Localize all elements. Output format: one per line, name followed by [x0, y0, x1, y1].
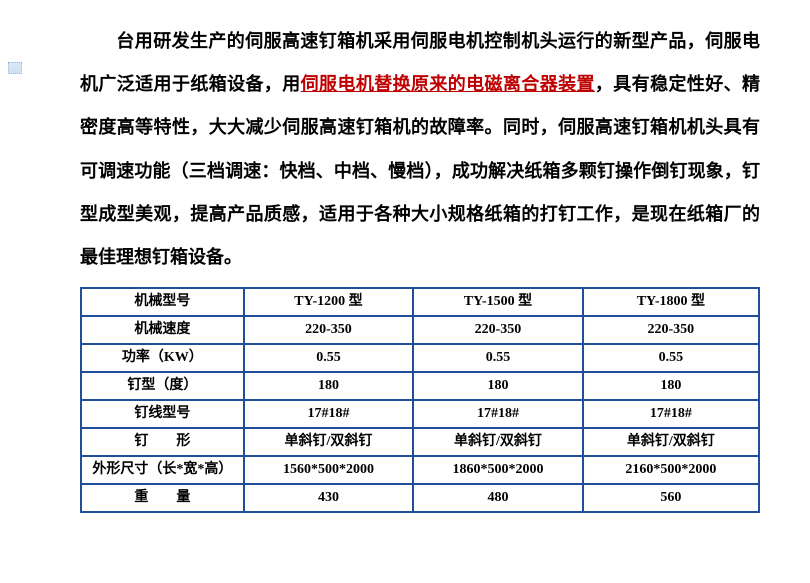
spec-table: 机械型号 TY-1200 型 TY-1500 型 TY-1800 型 机械速度 … — [80, 287, 760, 513]
cell: 0.55 — [583, 344, 759, 372]
col-header-model: 机械型号 — [81, 288, 244, 316]
cell: 180 — [244, 372, 414, 400]
cell: 单斜钉/双斜钉 — [244, 428, 414, 456]
table-row: 机械速度 220-350 220-350 220-350 — [81, 316, 759, 344]
row-label: 外形尺寸（长*宽*高） — [81, 456, 244, 484]
table-row: 功率（KW） 0.55 0.55 0.55 — [81, 344, 759, 372]
cell: 1860*500*2000 — [413, 456, 583, 484]
table-row: 钉 形 单斜钉/双斜钉 单斜钉/双斜钉 单斜钉/双斜钉 — [81, 428, 759, 456]
cell: 2160*500*2000 — [583, 456, 759, 484]
cell: 0.55 — [413, 344, 583, 372]
cell: 180 — [413, 372, 583, 400]
row-label: 钉线型号 — [81, 400, 244, 428]
col-header-ty1500: TY-1500 型 — [413, 288, 583, 316]
cell: 220-350 — [244, 316, 414, 344]
para-part2: ，具有稳定性好、精密度高等特性，大大减少伺服高速钉箱机的故障率。同时，伺服高速钉… — [80, 74, 760, 267]
intro-paragraph: 台用研发生产的伺服高速钉箱机采用伺服电机控制机头运行的新型产品，伺服电机广泛适用… — [80, 20, 760, 279]
cell: 单斜钉/双斜钉 — [413, 428, 583, 456]
table-row: 钉型（度） 180 180 180 — [81, 372, 759, 400]
cell: 180 — [583, 372, 759, 400]
cell: 17#18# — [583, 400, 759, 428]
table-row: 重 量 430 480 560 — [81, 484, 759, 512]
cell: 1560*500*2000 — [244, 456, 414, 484]
cell: 单斜钉/双斜钉 — [583, 428, 759, 456]
cell: 17#18# — [244, 400, 414, 428]
cell: 220-350 — [413, 316, 583, 344]
para-highlight: 伺服电机替换原来的电磁离合器装置 — [301, 74, 595, 94]
row-label: 重 量 — [81, 484, 244, 512]
document-page: 台用研发生产的伺服高速钉箱机采用伺服电机控制机头运行的新型产品，伺服电机广泛适用… — [0, 0, 810, 523]
cell: 430 — [244, 484, 414, 512]
cell: 480 — [413, 484, 583, 512]
table-row: 外形尺寸（长*宽*高） 1560*500*2000 1860*500*2000 … — [81, 456, 759, 484]
cell: 17#18# — [413, 400, 583, 428]
col-header-ty1800: TY-1800 型 — [583, 288, 759, 316]
row-label: 钉 形 — [81, 428, 244, 456]
col-header-ty1200: TY-1200 型 — [244, 288, 414, 316]
table-header-row: 机械型号 TY-1200 型 TY-1500 型 TY-1800 型 — [81, 288, 759, 316]
row-label: 钉型（度） — [81, 372, 244, 400]
row-label: 功率（KW） — [81, 344, 244, 372]
margin-marker-icon — [8, 62, 22, 74]
cell: 560 — [583, 484, 759, 512]
cell: 0.55 — [244, 344, 414, 372]
row-label: 机械速度 — [81, 316, 244, 344]
cell: 220-350 — [583, 316, 759, 344]
table-row: 钉线型号 17#18# 17#18# 17#18# — [81, 400, 759, 428]
